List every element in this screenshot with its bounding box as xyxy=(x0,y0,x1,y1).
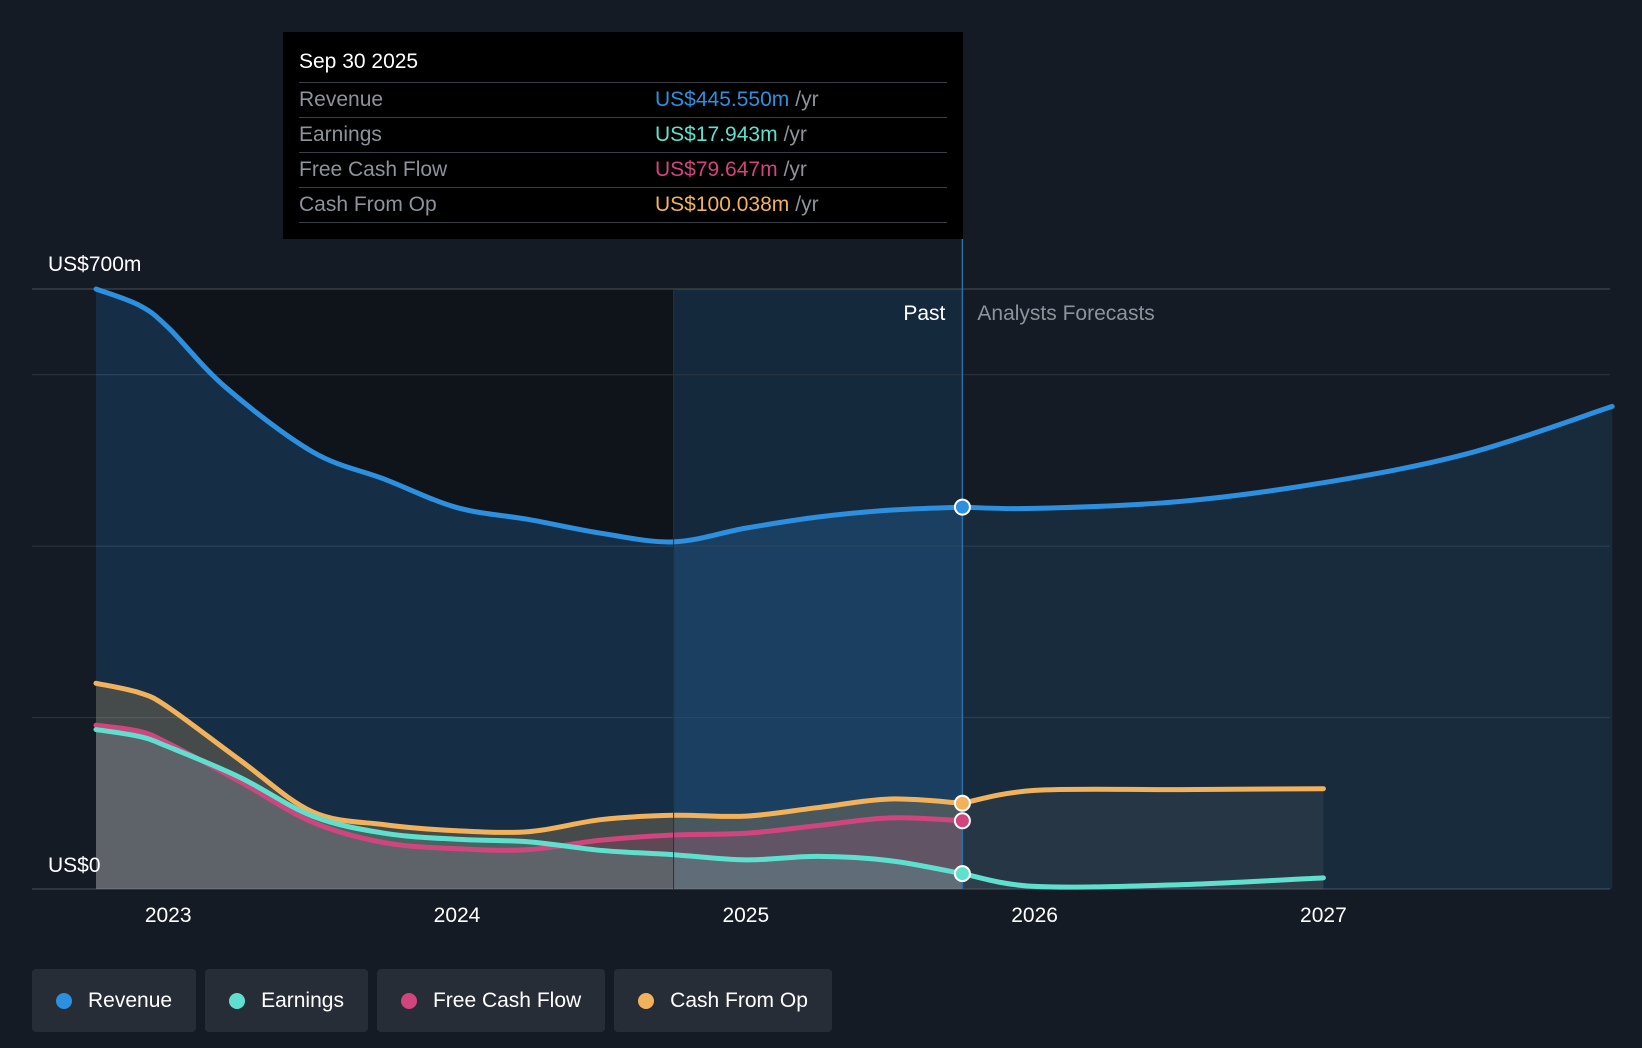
forecast-label: Analysts Forecasts xyxy=(977,302,1154,325)
revenue-past-area xyxy=(96,289,963,889)
revenue-forecast-line xyxy=(959,403,1615,512)
legend: Revenue Earnings Free Cash Flow Cash Fro… xyxy=(32,969,832,1032)
legend-label: Earnings xyxy=(261,988,344,1012)
cfo-forecast-area xyxy=(962,788,1324,889)
legend-item-free-cash-flow[interactable]: Free Cash Flow xyxy=(376,969,606,1032)
cfo-past-line xyxy=(93,680,965,835)
tooltip-row-revenue: Revenue US$445.550m/yr xyxy=(299,83,947,118)
tooltip-value: US$100.038m xyxy=(655,193,790,216)
x-axis-ticks: 2023 2024 2025 2026 2027 xyxy=(145,904,1347,927)
earnings-past-line xyxy=(93,727,965,877)
legend-item-cash-from-op[interactable]: Cash From Op xyxy=(614,969,832,1032)
cfo-current-marker xyxy=(953,794,971,812)
earnings-forecast-line xyxy=(959,871,1326,890)
series-markers xyxy=(953,498,971,883)
legend-label: Free Cash Flow xyxy=(432,988,582,1012)
series-lines xyxy=(93,286,1615,890)
free-cash-flow-dot-icon xyxy=(400,992,417,1009)
tooltip-value: US$79.647m xyxy=(655,158,778,181)
tooltip-value: US$17.943m xyxy=(655,123,778,146)
tooltip-value: US$445.550m xyxy=(655,88,790,111)
cfo-forecast-line xyxy=(959,786,1326,806)
x-tick-label: 2023 xyxy=(145,904,192,927)
past-label: Past xyxy=(903,302,945,325)
tooltip-unit: /yr xyxy=(783,158,807,181)
legend-label: Revenue xyxy=(88,988,173,1012)
gridlines xyxy=(32,288,1610,890)
tooltip-unit: /yr xyxy=(783,123,807,146)
x-tick-label: 2027 xyxy=(1300,904,1347,927)
tooltip-label: Earnings xyxy=(299,123,382,146)
revenue-forecast-area xyxy=(962,406,1613,889)
fcf-current-marker xyxy=(953,812,971,830)
tooltip-unit: /yr xyxy=(795,88,819,111)
tooltip: Sep 30 2025 Revenue US$445.550m/yr Earni… xyxy=(283,32,963,239)
tooltip-unit: /yr xyxy=(795,193,819,216)
tooltip-row-earnings: Earnings US$17.943m/yr xyxy=(299,118,947,153)
y-axis-zero-label: US$0 xyxy=(48,854,101,877)
fcf-past-area xyxy=(96,725,963,889)
x-tick-label: 2026 xyxy=(1011,904,1058,927)
x-tick-label: 2025 xyxy=(722,904,769,927)
tooltip-date: Sep 30 2025 xyxy=(299,46,947,83)
legend-label: Cash From Op xyxy=(670,988,808,1012)
x-tick-label: 2024 xyxy=(434,904,481,927)
earnings-current-marker xyxy=(953,865,971,883)
earnings-dot-icon xyxy=(229,992,246,1009)
revenue-current-marker xyxy=(953,498,971,516)
cash-from-op-dot-icon xyxy=(638,992,655,1009)
highlight-band xyxy=(673,289,963,889)
legend-item-earnings[interactable]: Earnings xyxy=(205,969,368,1032)
tooltip-row-free-cash-flow: Free Cash Flow US$79.647m/yr xyxy=(299,153,947,188)
cfo-past-area xyxy=(96,683,963,889)
y-axis-max-label: US$700m xyxy=(48,253,141,276)
earnings-past-area xyxy=(96,729,963,889)
tooltip-label: Revenue xyxy=(299,88,384,111)
series-areas xyxy=(96,289,1613,889)
tooltip-label: Cash From Op xyxy=(299,193,437,216)
legend-item-revenue[interactable]: Revenue xyxy=(32,969,197,1032)
tooltip-label: Free Cash Flow xyxy=(299,158,448,181)
tooltip-row-cash-from-op: Cash From Op US$100.038m/yr xyxy=(299,188,947,223)
revenue-past-line xyxy=(93,286,965,545)
earnings-forecast-area xyxy=(962,873,1324,889)
revenue-dot-icon xyxy=(56,992,72,1009)
